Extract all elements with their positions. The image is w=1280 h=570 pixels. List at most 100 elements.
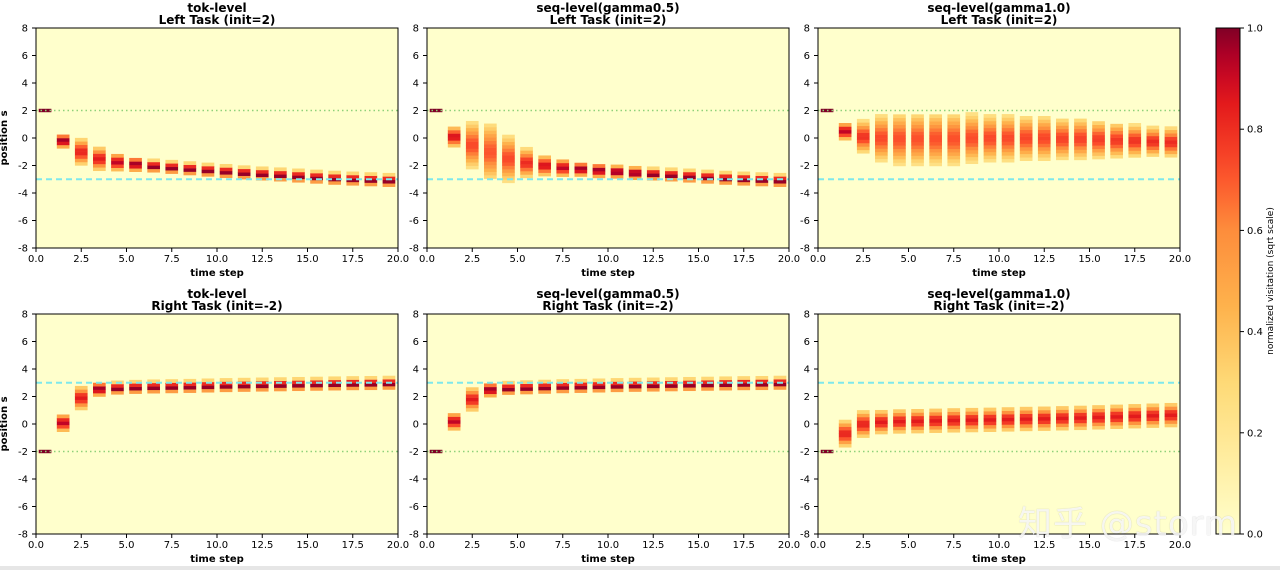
heat-cell xyxy=(74,406,88,411)
heat-cell xyxy=(56,144,70,149)
heat-cell xyxy=(1001,417,1015,422)
heat-cell xyxy=(465,145,479,149)
heat-cell xyxy=(947,408,961,412)
heat-cell xyxy=(1164,146,1178,151)
heat-cell xyxy=(74,141,88,146)
heat-cell xyxy=(502,141,515,146)
heat-cell xyxy=(737,383,751,387)
heat-cell xyxy=(382,179,396,184)
heat-cell xyxy=(1001,124,1015,129)
heat-cell xyxy=(165,159,179,164)
heat-cell xyxy=(574,169,588,174)
heat-cell xyxy=(1001,407,1015,411)
x-tick-label: 0.0 xyxy=(28,540,44,551)
heat-cell xyxy=(1164,423,1178,428)
heat-cell xyxy=(1074,139,1087,143)
heat-cell xyxy=(965,418,979,422)
heat-cell xyxy=(447,126,461,131)
heat-cell xyxy=(556,169,570,174)
heat-cell xyxy=(1092,128,1105,132)
heat-cell xyxy=(147,161,160,166)
heat-cell xyxy=(893,131,906,136)
heat-cell xyxy=(929,422,942,427)
heat-cell xyxy=(520,387,533,391)
heat-cell xyxy=(201,162,215,167)
heat-cell xyxy=(574,173,588,177)
heat-cell xyxy=(947,124,961,129)
heat-cell xyxy=(1037,157,1051,161)
heat-cell xyxy=(875,420,888,425)
heat-cell xyxy=(1146,132,1160,137)
heat-cell xyxy=(382,386,396,390)
heat-cell xyxy=(465,141,479,146)
heat-cell xyxy=(947,411,961,416)
heat-cell xyxy=(74,392,88,397)
heat-cell xyxy=(1092,145,1105,150)
heat-cell xyxy=(911,121,924,125)
heat-cell xyxy=(838,440,852,445)
heat-cell xyxy=(610,171,624,176)
heat-cell xyxy=(1019,122,1033,127)
heat-cell xyxy=(183,164,197,169)
heat-cell xyxy=(911,138,924,143)
heat-cell xyxy=(147,158,160,163)
heat-cell xyxy=(502,169,515,173)
heat-cell xyxy=(1092,138,1105,143)
heatmap-background xyxy=(36,314,398,534)
heatmap-background xyxy=(818,314,1180,534)
heat-cell xyxy=(165,389,179,394)
heat-cell xyxy=(183,171,197,176)
heat-cell xyxy=(1128,407,1142,412)
x-axis-label: time step xyxy=(190,268,244,279)
heat-cell xyxy=(646,169,660,174)
y-tick-label: -8 xyxy=(18,530,28,541)
heat-cell xyxy=(838,443,852,448)
heat-cell xyxy=(875,416,888,421)
heat-cell xyxy=(74,399,88,404)
heat-cell xyxy=(875,117,888,122)
heat-cell xyxy=(237,165,251,170)
heat-cell xyxy=(520,153,533,158)
heat-cell xyxy=(628,388,642,392)
heat-cell xyxy=(1110,411,1123,416)
heat-cell xyxy=(1019,410,1033,414)
heat-cell xyxy=(838,129,852,134)
heat-cell xyxy=(965,153,979,158)
heat-cell xyxy=(465,124,479,129)
x-tick-label: 10.0 xyxy=(988,540,1010,551)
heat-cell xyxy=(1164,126,1178,131)
heat-cell xyxy=(893,121,906,125)
heat-cell xyxy=(947,159,961,163)
heat-cell xyxy=(1164,402,1178,407)
heat-cell xyxy=(129,161,142,166)
heat-cell xyxy=(364,376,378,380)
heat-cell xyxy=(1074,135,1087,140)
heat-cell xyxy=(484,386,497,391)
y-tick-label: -2 xyxy=(409,161,419,172)
heat-cell xyxy=(719,386,732,391)
heat-cell xyxy=(447,133,461,138)
heat-cell xyxy=(1164,153,1178,158)
y-tick-label: -2 xyxy=(800,161,810,172)
heat-cell xyxy=(447,136,461,141)
heat-cell xyxy=(755,175,769,180)
heat-cell xyxy=(1056,419,1069,424)
heat-cell xyxy=(875,409,888,414)
heat-cell xyxy=(237,172,251,176)
colorbar-gradient xyxy=(1215,27,1241,535)
heat-cell xyxy=(838,426,852,431)
heat-cell xyxy=(838,430,852,434)
heat-cell xyxy=(574,382,588,387)
heat-cell xyxy=(965,407,979,412)
heat-cell xyxy=(838,136,852,141)
heat-cell xyxy=(93,386,106,390)
heat-cell xyxy=(447,426,461,431)
x-tick-label: 0.0 xyxy=(810,254,826,265)
heat-cell xyxy=(983,407,997,412)
heat-cell xyxy=(947,138,961,143)
y-tick-label: 2 xyxy=(413,106,419,117)
heat-cell xyxy=(929,124,942,129)
heat-cell xyxy=(556,173,570,177)
heat-cell xyxy=(929,425,942,430)
x-tick-label: 15.0 xyxy=(1078,540,1100,551)
